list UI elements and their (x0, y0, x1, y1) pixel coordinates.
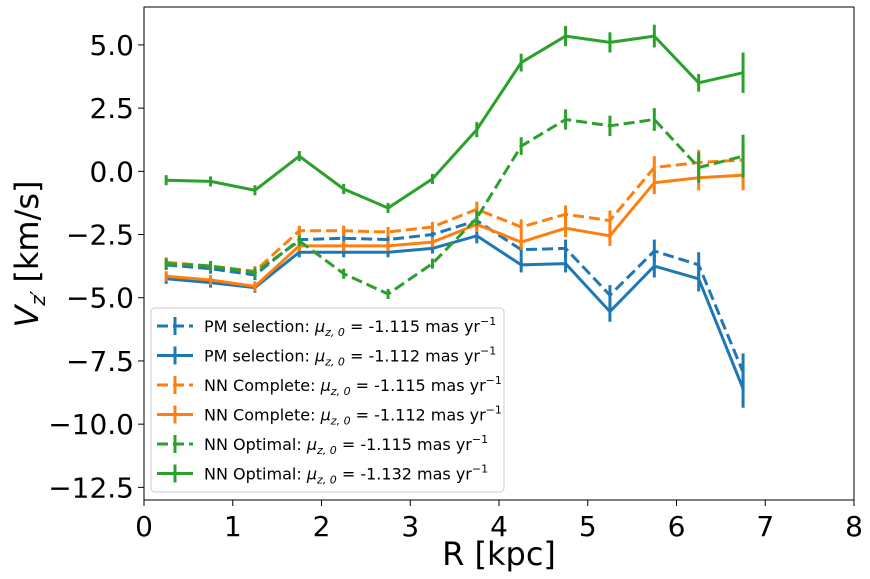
legend-mu-subscript: z, 0 (324, 356, 345, 369)
y-tick-label: −10.0 (48, 408, 134, 441)
legend-label: NN Complete: μz, 0 = -1.115 mas yr−1 (204, 374, 502, 398)
series-line (166, 118, 744, 296)
series-line (166, 158, 744, 273)
legend-superscript: −1 (480, 315, 496, 328)
x-tick-label: 5 (579, 510, 597, 543)
legend-entry: NN Optimal: μz, 0 = -1.132 mas yr−1 (157, 463, 488, 487)
series-nn-optimal-dashed (164, 108, 745, 300)
x-axis: 0 1 2 3 4 5 6 7 8 (135, 500, 863, 543)
x-tick-label: 2 (313, 510, 331, 543)
legend-label-value: = -1.115 mas yr (337, 435, 473, 454)
legend-mu-subscript: z, 0 (324, 326, 345, 339)
legend-mu-symbol: μ (314, 347, 325, 366)
y-tick-label: −7.5 (66, 345, 134, 378)
legend-label-value: = -1.115 mas yr (351, 376, 487, 395)
y-axis: 5.0 2.5 0.0 −2.5 −5.0 −7.5 −10.0 −12.5 (48, 29, 144, 504)
legend-label: PM selection: μz, 0 = -1.115 mas yr−1 (204, 315, 496, 339)
x-tick-label: 4 (490, 510, 508, 543)
legend: PM selection: μz, 0 = -1.115 mas yr−1PM … (150, 307, 505, 493)
legend-label: PM selection: μz, 0 = -1.112 mas yr−1 (204, 345, 496, 369)
legend-label-value: = -1.132 mas yr (337, 465, 473, 484)
series-line (166, 173, 744, 288)
legend-entry: NN Optimal: μz, 0 = -1.115 mas yr−1 (157, 433, 488, 457)
x-tick-label: 8 (845, 510, 863, 543)
legend-box (150, 307, 505, 493)
x-tick-label: 6 (668, 510, 686, 543)
legend-entry: NN Complete: μz, 0 = -1.115 mas yr−1 (157, 374, 502, 398)
legend-label: NN Optimal: μz, 0 = -1.132 mas yr−1 (204, 463, 488, 487)
legend-label: NN Optimal: μz, 0 = -1.115 mas yr−1 (204, 433, 488, 457)
legend-label-prefix: NN Optimal: (204, 435, 307, 454)
legend-entry: PM selection: μz, 0 = -1.115 mas yr−1 (157, 315, 496, 339)
series-layer (164, 24, 745, 408)
x-tick-label: 1 (224, 510, 242, 543)
legend-entry: NN Complete: μz, 0 = -1.112 mas yr−1 (157, 404, 502, 428)
legend-superscript: −1 (486, 404, 502, 417)
y-tick-label: 5.0 (89, 29, 134, 62)
legend-mu-symbol: μ (314, 317, 325, 336)
legend-superscript: −1 (472, 463, 488, 476)
legend-label-value: = -1.115 mas yr (345, 317, 481, 336)
legend-mu-subscript: z, 0 (330, 415, 351, 428)
y-tick-label: −2.5 (66, 219, 134, 252)
legend-mu-symbol: μ (306, 465, 317, 484)
legend-label-prefix: NN Complete: (204, 406, 321, 425)
legend-entry: PM selection: μz, 0 = -1.112 mas yr−1 (157, 345, 496, 369)
series-line (166, 34, 744, 210)
y-tick-label: −12.5 (48, 471, 134, 504)
legend-mu-subscript: z, 0 (330, 385, 351, 398)
y-axis-label-unit: [km/s] (8, 180, 46, 282)
x-tick-label: 7 (756, 510, 774, 543)
y-axis-label: Vz′ [km/s] (8, 180, 50, 327)
series-line (166, 219, 745, 373)
legend-label-prefix: NN Optimal: (204, 465, 307, 484)
y-tick-label: −5.0 (66, 282, 134, 315)
x-tick-label: 0 (135, 510, 153, 543)
legend-label-prefix: PM selection: (204, 317, 315, 336)
legend-superscript: −1 (472, 433, 488, 446)
y-axis-label-sub: z′ (26, 290, 50, 306)
legend-label-prefix: PM selection: (204, 347, 315, 366)
legend-superscript: −1 (480, 345, 496, 358)
legend-superscript: −1 (486, 374, 502, 387)
y-axis-label-main: V (8, 304, 46, 328)
legend-mu-symbol: μ (320, 406, 331, 425)
legend-mu-subscript: z, 0 (316, 444, 337, 457)
legend-mu-symbol: μ (306, 435, 317, 454)
series-nn-optimal-solid (164, 24, 745, 214)
x-axis-label: R [kpc] (442, 535, 556, 573)
y-tick-label: 2.5 (89, 92, 134, 125)
series-line (166, 234, 745, 390)
x-tick-label: 3 (401, 510, 419, 543)
legend-label: NN Complete: μz, 0 = -1.112 mas yr−1 (204, 404, 502, 428)
legend-label-value: = -1.112 mas yr (345, 347, 481, 366)
legend-label-prefix: NN Complete: (204, 376, 321, 395)
svg-text:Vz′[km/s]: Vz′ [km/s] (8, 180, 50, 327)
legend-mu-symbol: μ (320, 376, 331, 395)
legend-mu-subscript: z, 0 (316, 474, 337, 487)
y-tick-label: 0.0 (89, 155, 134, 188)
legend-label-value: = -1.112 mas yr (351, 406, 487, 425)
